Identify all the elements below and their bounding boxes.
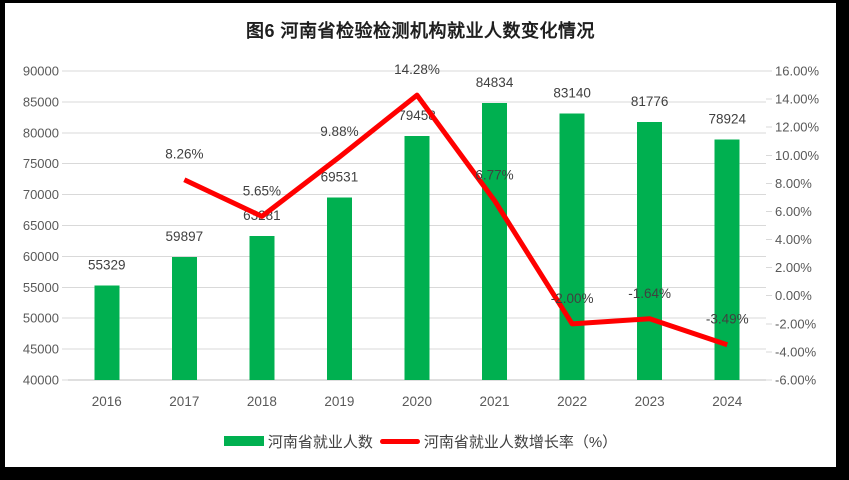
y-left-tick-label: 55000 [23,280,59,295]
y-left-tick-label: 40000 [23,373,59,388]
y-right-tick-label: 0.00% [775,288,812,303]
y-left-tick-label: 70000 [23,187,59,202]
legend-item-employment: 河南省就业人数 [223,431,373,452]
line-value-label: -3.49% [706,312,749,327]
bar [171,257,197,380]
legend-employment-label: 河南省就业人数 [267,433,373,451]
line-value-label: 14.28% [394,62,440,77]
y-left-tick-label: 90000 [23,64,59,79]
chart-title: 图6 河南省检验检测机构就业人数变化情况 [245,21,595,41]
bar-value-label: 55329 [88,257,126,272]
y-right-tick-label: 4.00% [775,232,812,247]
y-left-tick-label: 45000 [23,342,59,357]
bar [637,121,663,381]
x-axis-label: 2017 [169,394,199,409]
y-left-tick-label: 80000 [23,125,59,140]
y-right-tick-label: -6.00% [775,373,817,388]
y-right-tick-label: 12.00% [775,120,820,135]
line-value-label: 8.26% [165,147,203,162]
bar [94,285,120,380]
x-axis-label: 2018 [247,394,277,409]
legend-item-growth-rate: 河南省就业人数增长率（%） [379,431,618,452]
bar-value-label: 78924 [708,111,746,126]
bar-series-swatch-icon [223,436,264,446]
chart-legend: 河南省就业人数 河南省就业人数增长率（%） [5,431,836,451]
x-axis-label: 2024 [712,394,743,409]
bar-value-label: 84834 [476,75,514,90]
y-left-tick-label: 75000 [23,156,59,171]
y-right-tick-label: 10.00% [775,148,820,163]
bar-value-label: 83140 [553,85,591,100]
y-right-tick-label: 2.00% [775,260,812,275]
bar [482,102,508,381]
bar [559,113,585,380]
y-left-tick-label: 85000 [23,94,59,109]
bar [404,136,430,380]
x-axis-label: 2020 [402,394,432,409]
line-value-label: -2.00% [551,291,594,306]
bar [249,236,275,380]
y-right-tick-label: 8.00% [775,176,812,191]
bar-value-label: 81776 [631,94,669,109]
line-value-label: 9.88% [320,124,358,139]
y-right-tick-label: 6.00% [775,204,812,219]
x-axis-label: 2021 [480,394,510,409]
line-value-label: 5.65% [243,183,281,198]
y-left-tick-label: 65000 [23,218,59,233]
growth-line [183,92,729,348]
line-series-swatch-icon [379,438,420,444]
x-axis-label: 2023 [635,394,665,409]
line-value-label: 6.77% [475,168,513,183]
legend-growth-rate-label: 河南省就业人数增长率（%） [423,433,618,451]
y-right-tick-label: 16.00% [775,64,820,79]
x-axis-label: 2016 [92,394,122,409]
bar [326,197,352,380]
y-left-tick-label: 60000 [23,249,59,264]
x-axis-label: 2022 [557,394,587,409]
bar-value-label: 69531 [321,169,359,184]
x-axis-label: 2019 [324,394,354,409]
line-value-label: -1.64% [628,286,671,301]
y-right-tick-label: -2.00% [775,316,817,331]
y-right-tick-label: 14.00% [775,92,820,107]
y-left-tick-label: 50000 [23,311,59,326]
y-right-tick-label: -4.00% [775,344,817,359]
bar-value-label: 59897 [166,229,204,244]
